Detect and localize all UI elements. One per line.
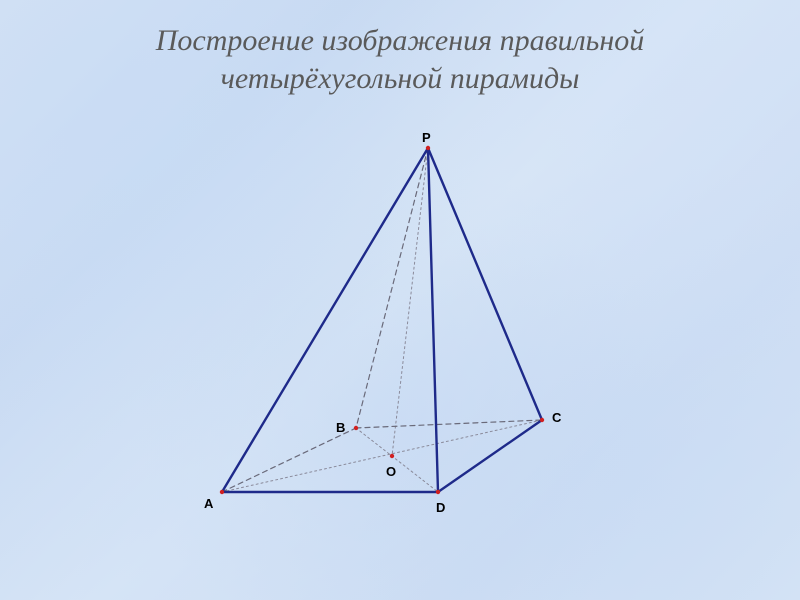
slide-title: Построение изображения правильной четырё…	[0, 22, 800, 97]
vertex-label-A: A	[204, 496, 213, 511]
title-line-2: четырёхугольной пирамиды	[221, 62, 580, 95]
pyramid-svg	[180, 140, 620, 530]
vertex-label-P: P	[422, 130, 431, 145]
vertex-label-O: O	[386, 464, 396, 479]
vertex-label-D: D	[436, 500, 445, 515]
vertex-label-C: C	[552, 410, 561, 425]
vertex-label-B: B	[336, 420, 345, 435]
title-line-1: Построение изображения правильной	[156, 24, 644, 57]
pyramid-diagram: PABCDO	[180, 140, 620, 530]
